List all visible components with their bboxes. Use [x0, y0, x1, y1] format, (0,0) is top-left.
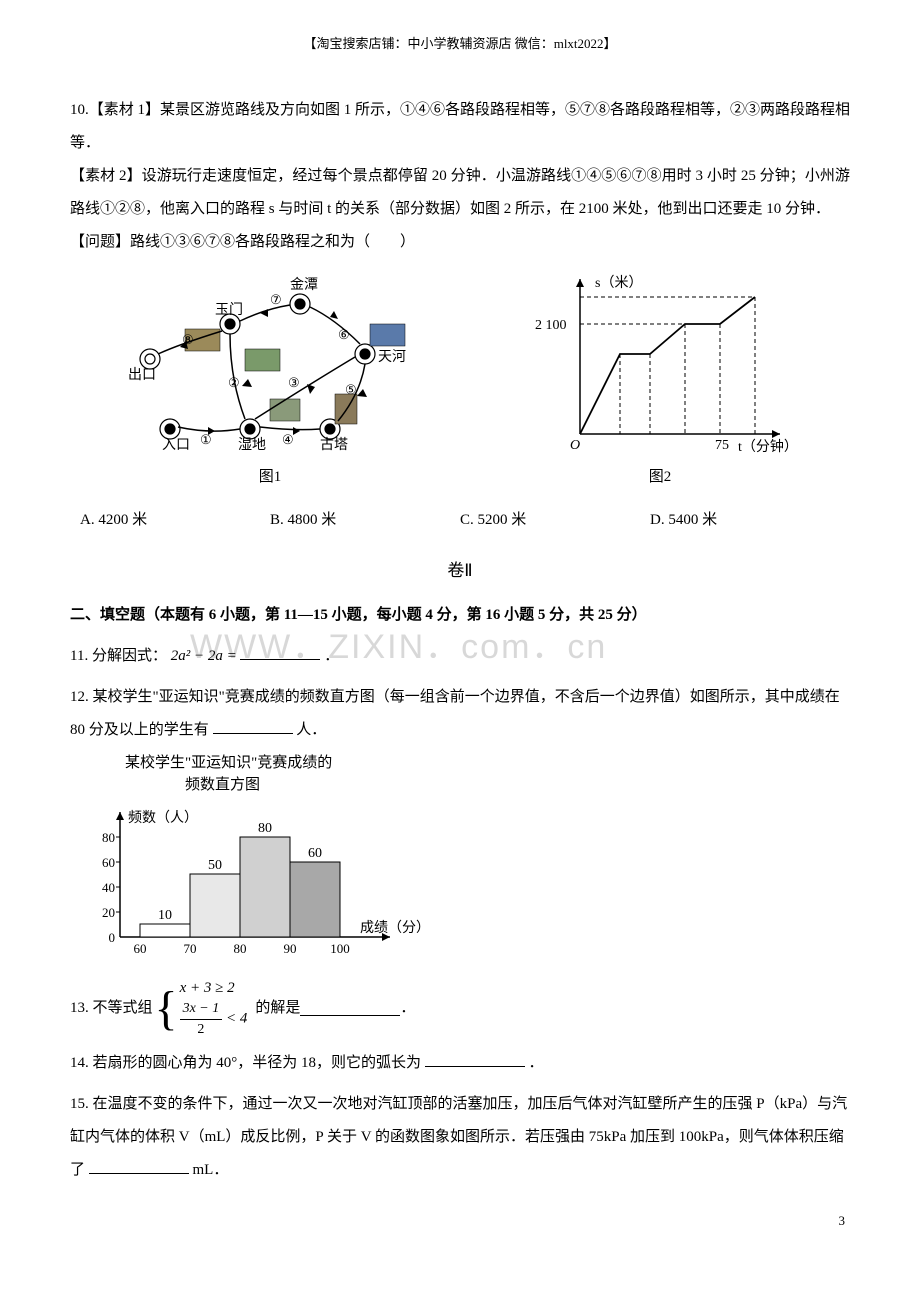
q12-chart-box: 某校学生"亚运知识"竞赛成绩的 频数直方图 0 20 40 60 80 — [70, 752, 850, 970]
svg-text:④: ④ — [282, 432, 294, 447]
q12-chart-title1: 某校学生"亚运知识"竞赛成绩的 — [125, 755, 332, 771]
q13-end: ． — [400, 992, 415, 1025]
header-note: 【淘宝搜索店铺：中小学教辅资源店 微信：mlxt2022】 — [70, 30, 850, 59]
blank-12 — [213, 719, 293, 734]
fig2-yvalue: 2 100 — [535, 318, 567, 333]
fig1-tower: 古塔 — [320, 437, 348, 453]
svg-text:60: 60 — [102, 855, 115, 870]
figure2-label: 图2 — [649, 461, 672, 494]
fig1-exit: 出口 — [128, 367, 156, 383]
q13-num: 3x − 1 — [180, 999, 223, 1020]
q13-line1: x + 3 ≥ 2 — [180, 980, 235, 996]
q10-options: A. 4200 米 B. 4800 米 C. 5200 米 D. 5400 米 — [70, 504, 850, 537]
question-13: 13. 不等式组 { x + 3 ≥ 2 3x − 1 2 < 4 的解是 ． — [70, 978, 850, 1039]
svg-text:60: 60 — [134, 941, 147, 956]
svg-text:10: 10 — [158, 908, 172, 923]
blank-11 — [240, 645, 320, 660]
page-number: 3 — [70, 1207, 850, 1236]
fig1-gate: 玉门 — [215, 302, 243, 318]
q14-text2: ． — [529, 1055, 544, 1071]
fig2-ylabel: s（米） — [595, 275, 642, 291]
blank-15 — [89, 1159, 189, 1174]
figure2-svg: 2 100 75 O s（米） t（分钟） — [520, 269, 800, 459]
svg-text:60: 60 — [308, 846, 322, 861]
q13-suffix: 的解是 — [255, 992, 300, 1025]
q10-problem: 【问题】路线①③⑥⑦⑧各路段路程之和为（ ） — [70, 226, 850, 259]
fig1-river: 天河 — [378, 349, 406, 365]
svg-text:100: 100 — [330, 941, 350, 956]
svg-text:⑦: ⑦ — [270, 292, 282, 307]
svg-text:50: 50 — [208, 858, 222, 873]
section-title: 卷Ⅱ — [70, 552, 850, 589]
svg-text:⑤: ⑤ — [345, 382, 357, 397]
q15-text2: mL． — [193, 1162, 229, 1178]
svg-text:20: 20 — [102, 905, 115, 920]
section-heading: 二、填空题（本题有 6 小题，第 11—15 小题，每小题 4 分，第 16 小… — [70, 599, 850, 632]
svg-text:①: ① — [200, 432, 212, 447]
figure1-svg: 入口 出口 湿地 古塔 天河 金潭 玉门 ① ② ③ ④ ⑤ ⑥ ⑦ ⑧ — [120, 269, 420, 459]
q11-suffix: ． — [324, 648, 339, 664]
fig1-entrance: 入口 — [162, 438, 190, 453]
fig2-xlabel: t（分钟） — [738, 438, 798, 455]
figure1-label: 图1 — [259, 461, 282, 494]
fig1-pool: 金潭 — [290, 276, 318, 293]
figure1-box: 入口 出口 湿地 古塔 天河 金潭 玉门 ① ② ③ ④ ⑤ ⑥ ⑦ ⑧ 图1 — [120, 269, 420, 494]
blank-14 — [425, 1052, 525, 1067]
option-a: A. 4200 米 — [80, 504, 270, 537]
fig2-origin: O — [570, 438, 580, 453]
q12-text2: 人． — [296, 722, 326, 738]
q13-cmp: < 4 — [226, 1011, 247, 1027]
question-14: 14. 若扇形的圆心角为 40°，半径为 18，则它的弧长为 ． — [70, 1047, 850, 1080]
svg-text:80: 80 — [258, 821, 272, 836]
svg-text:80: 80 — [102, 830, 115, 845]
option-d: D. 5400 米 — [650, 504, 840, 537]
fig1-wetland: 湿地 — [238, 437, 266, 453]
question-15: 15. 在温度不变的条件下，通过一次又一次地对汽缸顶部的活塞加压，加压后气体对汽… — [70, 1088, 850, 1187]
q13-den: 2 — [194, 1020, 207, 1040]
svg-text:90: 90 — [284, 941, 297, 956]
q10-material1: 10.【素材 1】某景区游览路线及方向如图 1 所示，①④⑥各路段路程相等，⑤⑦… — [70, 94, 850, 160]
option-c: C. 5200 米 — [460, 504, 650, 537]
svg-text:40: 40 — [102, 880, 115, 895]
svg-text:80: 80 — [234, 941, 247, 956]
svg-text:②: ② — [228, 375, 240, 390]
svg-text:0: 0 — [109, 930, 116, 945]
svg-text:成绩（分）: 成绩（分） — [360, 920, 430, 936]
q13-prefix: 13. 不等式组 — [70, 992, 153, 1025]
svg-text:⑧: ⑧ — [182, 332, 194, 347]
svg-text:③: ③ — [288, 375, 300, 390]
question-10: 10.【素材 1】某景区游览路线及方向如图 1 所示，①④⑥各路段路程相等，⑤⑦… — [70, 94, 850, 537]
q11-formula: 2a² − 2a = — [171, 648, 237, 664]
q12-histogram-svg: 0 20 40 60 80 10 50 80 60 — [70, 797, 440, 957]
q12-chart-title2: 频数直方图 — [125, 777, 260, 793]
svg-text:频数（人）: 频数（人） — [128, 810, 198, 826]
fig2-xvalue: 75 — [715, 438, 729, 453]
figure2-box: 2 100 75 O s（米） t（分钟） 图2 — [520, 269, 800, 494]
question-12: 12. 某校学生"亚运知识"竞赛成绩的频数直方图（每一组含前一个边界值，不含后一… — [70, 681, 850, 970]
q11-prefix: 11. 分解因式： — [70, 648, 167, 664]
blank-13 — [300, 1001, 400, 1016]
svg-text:⑥: ⑥ — [338, 327, 350, 342]
question-11: 11. 分解因式： 2a² − 2a = ． — [70, 640, 850, 673]
option-b: B. 4800 米 — [270, 504, 460, 537]
q10-material2: 【素材 2】设游玩行走速度恒定，经过每个景点都停留 20 分钟．小温游路线①④⑤… — [70, 160, 850, 226]
svg-text:70: 70 — [184, 941, 197, 956]
q12-text1: 12. 某校学生"亚运知识"竞赛成绩的频数直方图（每一组含前一个边界值，不含后一… — [70, 689, 840, 738]
q14-text1: 14. 若扇形的圆心角为 40°，半径为 18，则它的弧长为 — [70, 1055, 421, 1071]
